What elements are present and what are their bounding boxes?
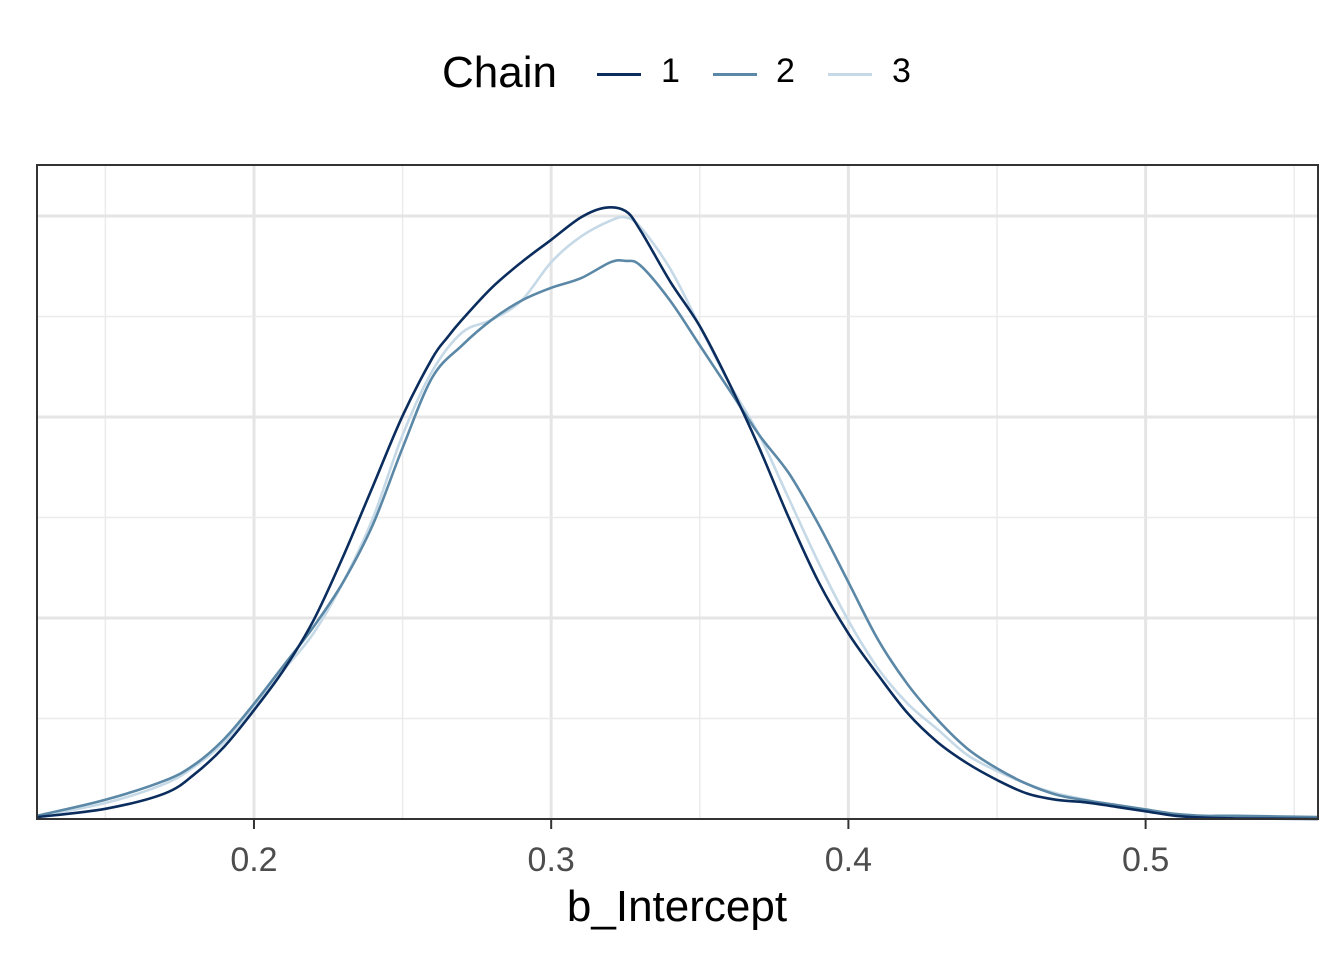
plot-panel-border bbox=[36, 164, 1319, 820]
density-line-chain-2 bbox=[36, 258, 1319, 819]
legend-label-chain-1: 1 bbox=[661, 52, 680, 90]
legend-key-chain-2 bbox=[713, 73, 757, 76]
legend: Chain 1 2 3 bbox=[0, 40, 1344, 110]
legend-label-chain-2: 2 bbox=[776, 52, 795, 90]
density-series bbox=[36, 206, 1319, 821]
x-tick-label: 0.4 bbox=[825, 841, 872, 879]
density-line-chain-1 bbox=[36, 206, 1319, 821]
grid-lines bbox=[37, 165, 1318, 819]
x-tick-label: 0.3 bbox=[528, 841, 575, 879]
legend-key-chain-3 bbox=[828, 73, 872, 76]
x-tick-label: 0.2 bbox=[230, 841, 277, 879]
x-tick-label: 0.5 bbox=[1122, 841, 1169, 879]
plot-background bbox=[37, 165, 1318, 819]
legend-key-chain-1 bbox=[597, 73, 641, 76]
legend-title: Chain bbox=[442, 48, 557, 97]
x-axis-label: b_Intercept bbox=[566, 882, 788, 931]
legend-label-chain-3: 3 bbox=[892, 52, 911, 90]
x-axis-ticks: 0.2 0.3 0.4 0.5 bbox=[230, 819, 1169, 879]
